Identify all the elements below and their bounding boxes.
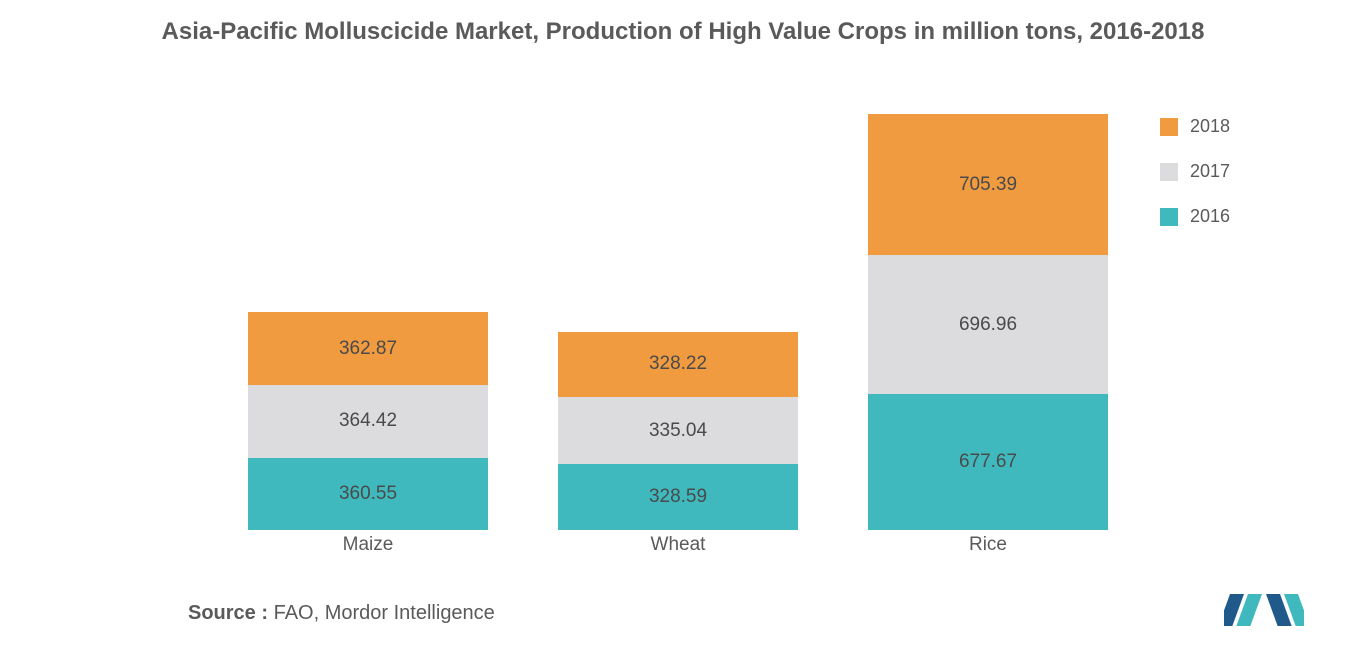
legend-label-2018: 2018: [1190, 116, 1230, 137]
xlabel-wheat: Wheat: [558, 534, 798, 556]
legend-item-2016: 2016: [1160, 206, 1230, 227]
source-line: Source : FAO, Mordor Intelligence: [188, 602, 495, 625]
bar-seg-wheat-2018: 328.22: [558, 332, 798, 398]
legend-label-2017: 2017: [1190, 161, 1230, 182]
bar-seg-maize-2018: 362.87: [248, 312, 488, 385]
bar-seg-rice-2016: 677.67: [868, 394, 1108, 530]
bar-seg-rice-2017: 696.96: [868, 255, 1108, 394]
xlabel-maize: Maize: [248, 534, 488, 556]
legend-item-2017: 2017: [1160, 161, 1230, 182]
bar-seg-rice-2018: 705.39: [868, 114, 1108, 255]
legend-item-2018: 2018: [1160, 116, 1230, 137]
source-label: Source :: [188, 602, 268, 624]
bar-col-maize: 362.87364.42360.55: [248, 312, 488, 530]
chart-plot-area: 362.87364.42360.55 328.22335.04328.59 70…: [188, 110, 1128, 530]
legend: 2018 2017 2016: [1160, 116, 1230, 251]
legend-swatch-2018: [1160, 118, 1178, 136]
legend-swatch-2017: [1160, 163, 1178, 181]
source-text: FAO, Mordor Intelligence: [274, 602, 495, 624]
chart-title: Asia-Pacific Molluscicide Market, Produc…: [40, 16, 1326, 48]
legend-swatch-2016: [1160, 208, 1178, 226]
bar-seg-maize-2017: 364.42: [248, 385, 488, 458]
x-axis-labels: Maize Wheat Rice: [188, 534, 1128, 562]
bar-seg-wheat-2016: 328.59: [558, 464, 798, 530]
bar-col-wheat: 328.22335.04328.59: [558, 332, 798, 530]
bar-seg-maize-2016: 360.55: [248, 458, 488, 530]
mordor-logo: [1224, 590, 1304, 635]
bar-col-rice: 705.39696.96677.67: [868, 114, 1108, 530]
bar-seg-wheat-2017: 335.04: [558, 397, 798, 464]
mordor-logo-icon: [1224, 590, 1304, 630]
legend-label-2016: 2016: [1190, 206, 1230, 227]
xlabel-rice: Rice: [868, 534, 1108, 556]
